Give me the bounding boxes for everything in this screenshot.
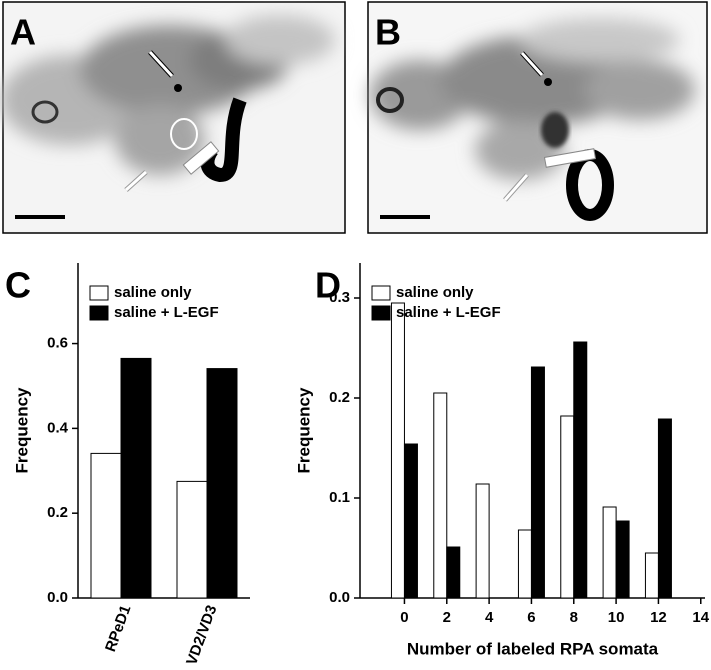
legend-swatch [89,285,109,301]
y-tick-label: 0.3 [329,289,350,306]
bar [644,552,659,599]
bar [615,520,630,599]
y-tick-label: 0.2 [47,504,68,521]
panel-label: C [5,265,31,306]
legend-label: saline only [396,284,474,301]
bar [602,506,617,599]
y-axis-label: Frequency [294,387,313,474]
panel-label: A [10,12,36,53]
legend-label: saline + L-EGF [114,304,219,321]
x-tick-label: 2 [443,609,451,626]
photo-b [367,1,708,234]
panel-label: B [375,12,401,53]
legend-swatch [371,285,391,301]
bar [176,480,208,599]
x-tick-label: 6 [527,609,535,626]
bar [206,368,238,599]
bar [446,546,461,599]
x-tick-label: VD2/VD3 [183,603,220,668]
bar [390,302,405,599]
legend-swatch [89,305,109,321]
bar [433,392,448,599]
y-tick-label: 0.1 [329,489,350,506]
legend-label: saline + L-EGF [396,304,501,321]
bar [517,529,532,599]
x-tick-label: 10 [608,609,625,626]
y-axis-label: Frequency [12,387,31,474]
y-tick-label: 0.0 [47,589,68,606]
y-tick-label: 0.4 [47,419,69,436]
y-tick-label: 0.2 [329,389,350,406]
x-tick-label: 12 [650,609,667,626]
x-tick-label: 8 [570,609,578,626]
bar [475,483,490,599]
bar [90,452,122,599]
legend-label: saline only [114,284,192,301]
panel-label: D [315,265,341,306]
bar [120,357,152,599]
x-axis-label: Number of labeled RPA somata [407,639,659,658]
bar [657,418,672,599]
bar [403,443,418,599]
legend-swatch [371,305,391,321]
bar [530,366,545,599]
bar [560,415,575,599]
x-tick-label: 0 [400,609,408,626]
y-tick-label: 0.6 [47,335,68,352]
x-tick-label: 4 [485,609,494,626]
photo-a [0,1,346,234]
y-tick-label: 0.0 [329,589,350,606]
x-tick-label: RPeD1 [102,603,135,654]
bar [573,341,588,599]
x-tick-label: 14 [692,609,709,626]
